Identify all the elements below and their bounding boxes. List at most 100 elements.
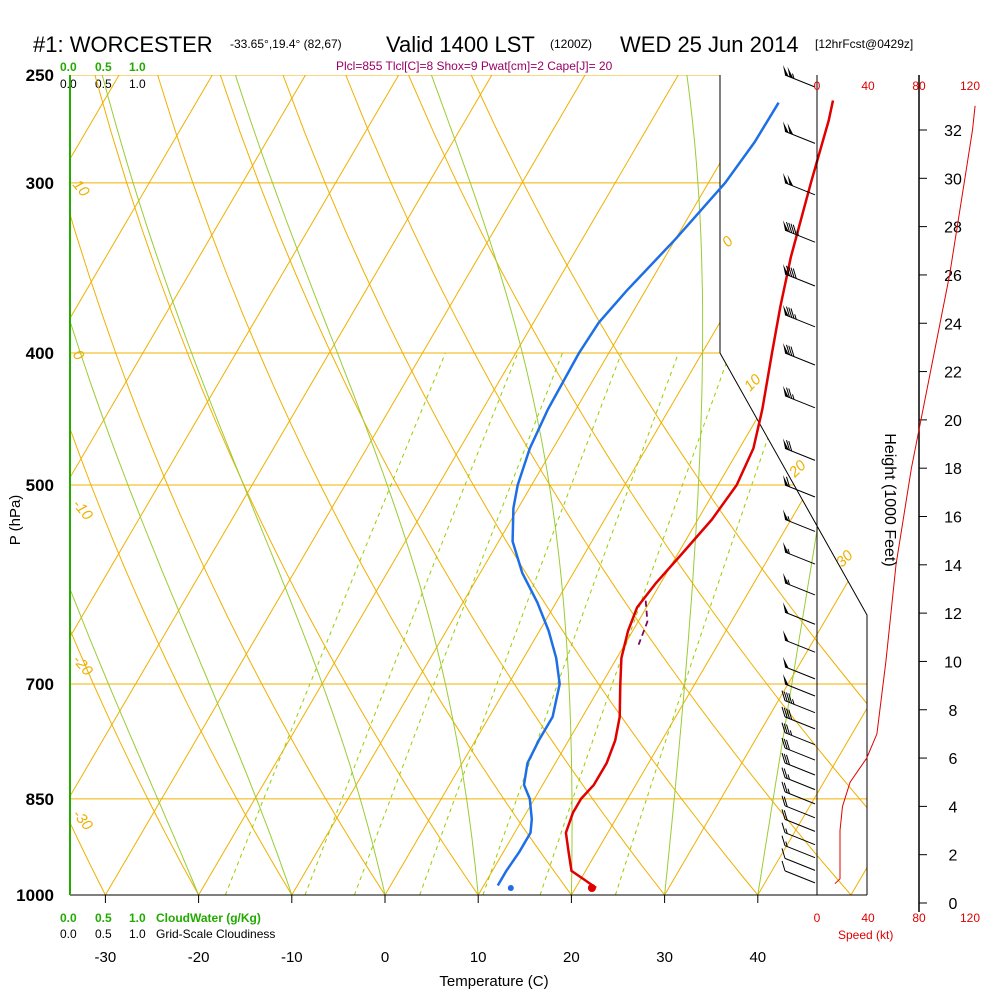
mixing-ratio-line bbox=[353, 352, 563, 895]
isotherm-line bbox=[740, 75, 867, 895]
speed-tick-top: 0 bbox=[814, 79, 821, 93]
isotherm-line bbox=[70, 75, 104, 895]
wind-barb bbox=[781, 752, 816, 776]
top-cover-tick: 1.0 bbox=[129, 77, 146, 91]
bottom-cover-tick: 0.5 bbox=[95, 927, 112, 941]
height-tick-label: 14 bbox=[944, 558, 962, 575]
surface-temperature-marker bbox=[587, 884, 596, 892]
isotherm-line bbox=[0, 0, 10, 924]
height-tick-label: 4 bbox=[949, 799, 958, 816]
wind-speed-panel: 0 40 80 120 0 40 80 120 0246810121416182022242… bbox=[814, 75, 980, 942]
mixing-ratio-line bbox=[419, 352, 622, 895]
speed-tick-top: 40 bbox=[861, 79, 875, 93]
mixing-ratio-label: 2 bbox=[296, 906, 312, 920]
height-tick-label: 22 bbox=[944, 365, 962, 382]
isotherm-line bbox=[460, 75, 867, 895]
temperature-axis-label: Temperature (C) bbox=[439, 973, 548, 990]
dry-adiabat bbox=[70, 75, 405, 895]
temperature-tick-label: 40 bbox=[749, 949, 766, 966]
wind-barb bbox=[783, 572, 816, 596]
pressure-tick-label: 700 bbox=[26, 675, 54, 694]
dry-adiabat bbox=[297, 75, 867, 895]
wind-barb bbox=[783, 65, 816, 88]
speed-tick-top: 120 bbox=[960, 79, 980, 93]
height-tick-label: 12 bbox=[944, 606, 962, 623]
moist-adiabat bbox=[70, 75, 200, 895]
mixing-ratio-label: 8 bbox=[474, 906, 490, 919]
station-coords: -33.65°,19.4° (82,67) bbox=[230, 37, 342, 51]
wind-barb bbox=[781, 767, 816, 791]
temperature-tick-label: 30 bbox=[656, 949, 673, 966]
valid-time: Valid 1400 LST bbox=[386, 32, 535, 57]
wind-barb bbox=[781, 848, 816, 871]
pressure-axis-label: P (hPa) bbox=[7, 495, 24, 546]
wind-barb bbox=[783, 220, 816, 243]
mixing-ratio-label: 20 bbox=[605, 901, 624, 921]
thermo-grid: 1 2 3 5 8 12 20 bbox=[0, 0, 867, 924]
speed-tick-bottom: 80 bbox=[912, 911, 926, 925]
wind-barb bbox=[783, 475, 816, 498]
temperature-tick-label: -30 bbox=[95, 949, 117, 966]
wind-barb bbox=[783, 121, 816, 144]
wind-barb bbox=[783, 304, 816, 328]
isotherm-line bbox=[70, 75, 570, 895]
temperature-tick-label: 20 bbox=[563, 949, 580, 966]
cloudwater-label: CloudWater (g/Kg) bbox=[156, 911, 261, 925]
mixing-ratio-line bbox=[482, 352, 679, 895]
parcel-params: Plcl=855 Tlcl[C]=8 Shox=9 Pwat[cm]=2 Cap… bbox=[336, 59, 613, 73]
moist-adiabat bbox=[383, 75, 573, 895]
wind-barb bbox=[783, 172, 816, 196]
wind-barb bbox=[783, 630, 816, 653]
bottom-cover-tick: 0.0 bbox=[60, 927, 77, 941]
speed-tick-bottom: 120 bbox=[960, 911, 980, 925]
temperature-tick-label: -20 bbox=[188, 949, 210, 966]
height-tick-label: 10 bbox=[944, 654, 962, 671]
speed-axis-label: Speed (kt) bbox=[838, 928, 893, 942]
height-tick-label: 0 bbox=[949, 896, 958, 913]
wind-barb bbox=[781, 860, 816, 884]
pressure-axis: 250 300 400 500 700 850 1000 bbox=[16, 66, 54, 905]
height-tick-label: 2 bbox=[949, 848, 958, 865]
cloudiness-label: Grid-Scale Cloudiness bbox=[156, 927, 275, 941]
bottom-cloud-tick: 0.5 bbox=[95, 911, 112, 925]
bottom-cloud-tick: 1.0 bbox=[129, 911, 146, 925]
dry-adiabat-label: 10 bbox=[69, 176, 93, 200]
wind-barb bbox=[783, 656, 816, 680]
speed-tick-top: 80 bbox=[912, 79, 926, 93]
pressure-tick-label: 850 bbox=[26, 790, 54, 809]
wind-barb bbox=[783, 438, 816, 461]
height-tick-label: 30 bbox=[944, 171, 962, 188]
temperature-tick-label: 0 bbox=[381, 949, 389, 966]
isotherm-label: 30 bbox=[833, 547, 857, 571]
isotherm-line bbox=[70, 75, 290, 895]
wind-barb bbox=[783, 509, 816, 532]
isotherm-label: 0 bbox=[719, 232, 737, 250]
temperature-axis: -30 -20 -10 0 10 20 30 40 bbox=[95, 895, 766, 966]
isotherm-line bbox=[88, 75, 663, 895]
dry-adiabat bbox=[70, 75, 310, 895]
pressure-tick-label: 1000 bbox=[16, 886, 54, 905]
top-cloud-tick: 1.0 bbox=[129, 60, 146, 74]
dry-adiabat bbox=[179, 75, 688, 895]
wind-barb bbox=[783, 602, 816, 625]
wind-barb bbox=[781, 737, 816, 761]
speed-tick-bottom: 0 bbox=[814, 911, 821, 925]
wind-barb bbox=[781, 706, 816, 730]
mixing-ratio-line bbox=[224, 352, 446, 895]
pressure-tick-label: 400 bbox=[26, 344, 54, 363]
wind-speed-profile bbox=[834, 105, 976, 885]
wind-barb bbox=[783, 674, 816, 697]
wind-barb bbox=[781, 835, 816, 859]
pressure-tick-label: 300 bbox=[26, 174, 54, 193]
dry-adiabat bbox=[0, 0, 26, 924]
mixing-ratio-line bbox=[304, 352, 519, 895]
moist-adiabat bbox=[70, 75, 386, 895]
isotherm-line bbox=[181, 75, 756, 895]
height-tick-label: 6 bbox=[949, 751, 958, 768]
isotherm-line bbox=[70, 75, 384, 895]
forecast-date: WED 25 Jun 2014 bbox=[620, 32, 799, 57]
isotherm-label: 10 bbox=[741, 371, 765, 395]
isotherm-line bbox=[647, 75, 867, 895]
mixing-ratio-label: 5 bbox=[410, 906, 426, 919]
